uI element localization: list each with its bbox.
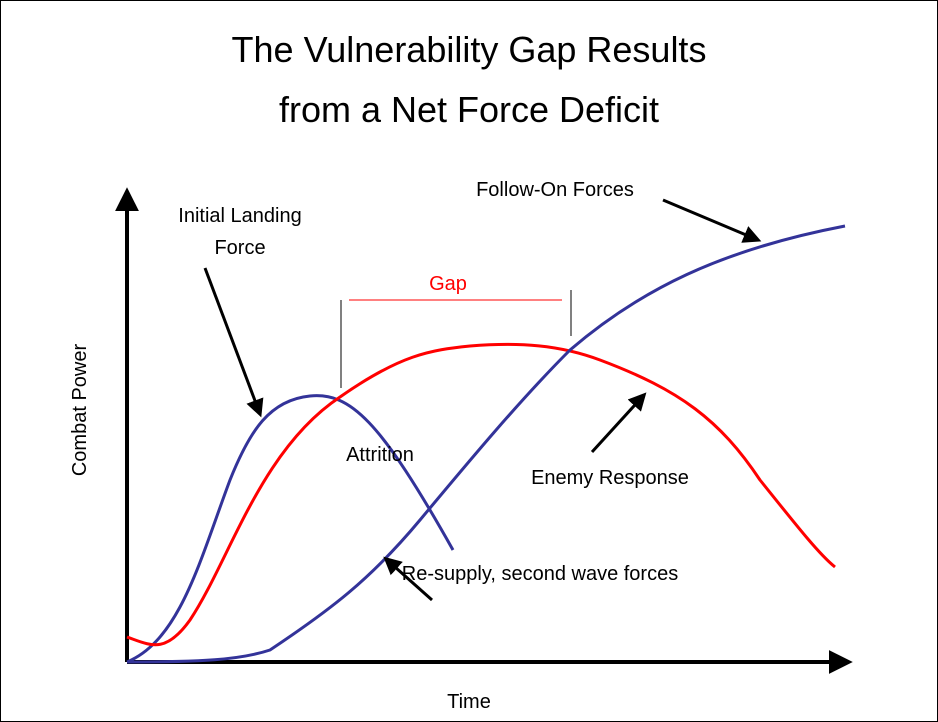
x-axis-label: Time <box>447 691 491 713</box>
follow-on-curve <box>126 224 846 664</box>
title-line: The Vulnerability Gap Results <box>232 29 707 70</box>
initial-force-curve <box>126 394 455 664</box>
enemy-curve <box>126 342 836 647</box>
label: Force <box>214 237 265 259</box>
arrow <box>203 267 264 418</box>
arrow <box>383 556 433 602</box>
label: Follow-On Forces <box>476 179 634 201</box>
gap-label: Gap <box>429 273 467 295</box>
label: Initial Landing <box>178 205 301 227</box>
arrow <box>590 392 647 454</box>
title-line: from a Net Force Deficit <box>279 89 659 130</box>
arrow <box>662 198 762 243</box>
y-axis-label: Combat Power <box>69 344 91 477</box>
label: Re-supply, second wave forces <box>402 563 678 585</box>
label: Attrition <box>346 444 414 466</box>
label: Enemy Response <box>531 467 689 489</box>
